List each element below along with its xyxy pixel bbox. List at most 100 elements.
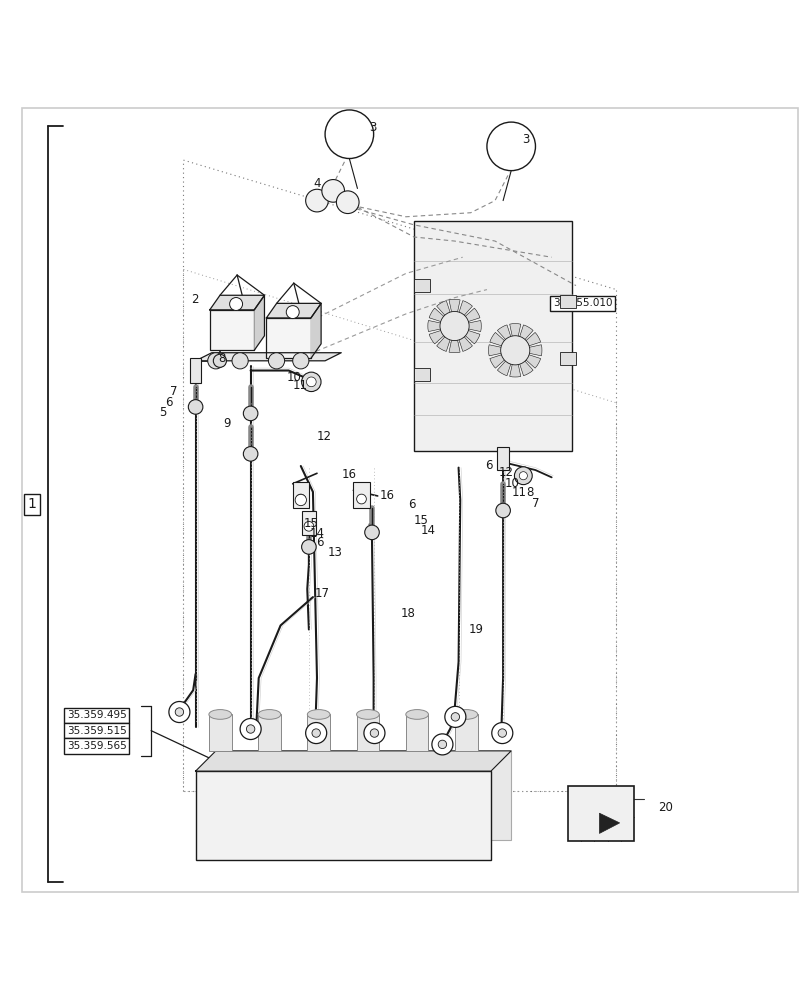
Circle shape bbox=[292, 353, 308, 369]
Wedge shape bbox=[436, 326, 454, 351]
Text: 11: 11 bbox=[292, 379, 307, 392]
Text: 10: 10 bbox=[286, 371, 301, 384]
Ellipse shape bbox=[307, 710, 329, 719]
Text: 6: 6 bbox=[165, 396, 172, 409]
Circle shape bbox=[451, 713, 459, 721]
Text: 16: 16 bbox=[380, 489, 395, 502]
Text: 18: 18 bbox=[401, 607, 415, 620]
Circle shape bbox=[306, 377, 315, 387]
FancyBboxPatch shape bbox=[195, 771, 491, 860]
Circle shape bbox=[487, 122, 534, 171]
Circle shape bbox=[230, 298, 242, 310]
Text: 13: 13 bbox=[327, 546, 342, 559]
Text: 3: 3 bbox=[369, 121, 376, 134]
FancyBboxPatch shape bbox=[258, 714, 281, 751]
Wedge shape bbox=[515, 325, 533, 350]
Polygon shape bbox=[599, 813, 619, 833]
Polygon shape bbox=[266, 303, 320, 318]
Text: 5: 5 bbox=[159, 406, 166, 419]
Circle shape bbox=[286, 306, 298, 319]
Wedge shape bbox=[515, 350, 533, 376]
FancyBboxPatch shape bbox=[414, 368, 430, 381]
Text: 7: 7 bbox=[169, 385, 177, 398]
Text: 7: 7 bbox=[531, 497, 539, 510]
Text: 6: 6 bbox=[485, 459, 492, 472]
Ellipse shape bbox=[406, 710, 428, 719]
Ellipse shape bbox=[208, 710, 231, 719]
Wedge shape bbox=[454, 326, 472, 351]
Text: 15: 15 bbox=[303, 517, 318, 530]
Text: 35.359.515: 35.359.515 bbox=[67, 726, 127, 736]
Text: 35.359.565: 35.359.565 bbox=[67, 741, 127, 751]
FancyBboxPatch shape bbox=[414, 279, 430, 292]
FancyBboxPatch shape bbox=[266, 318, 311, 358]
Polygon shape bbox=[209, 295, 264, 310]
Wedge shape bbox=[497, 350, 515, 376]
Text: 16: 16 bbox=[341, 468, 356, 481]
Circle shape bbox=[175, 708, 183, 716]
Circle shape bbox=[301, 372, 320, 392]
Circle shape bbox=[240, 718, 261, 740]
Text: 20: 20 bbox=[658, 801, 672, 814]
Circle shape bbox=[370, 729, 378, 737]
Text: 9: 9 bbox=[223, 417, 230, 430]
FancyBboxPatch shape bbox=[559, 352, 575, 365]
Ellipse shape bbox=[454, 710, 477, 719]
Circle shape bbox=[301, 540, 315, 554]
Circle shape bbox=[208, 353, 224, 369]
Wedge shape bbox=[429, 326, 454, 344]
Circle shape bbox=[295, 494, 305, 504]
Text: 19: 19 bbox=[469, 623, 483, 636]
Circle shape bbox=[444, 706, 466, 727]
Circle shape bbox=[356, 494, 366, 504]
FancyBboxPatch shape bbox=[301, 511, 315, 535]
Text: 15: 15 bbox=[414, 514, 428, 527]
Wedge shape bbox=[454, 308, 479, 326]
Text: 3: 3 bbox=[521, 133, 529, 146]
Wedge shape bbox=[509, 324, 520, 350]
Circle shape bbox=[491, 723, 513, 744]
Text: 14: 14 bbox=[309, 527, 324, 540]
Text: 10: 10 bbox=[504, 477, 519, 490]
Wedge shape bbox=[489, 350, 515, 368]
Wedge shape bbox=[429, 308, 454, 326]
Wedge shape bbox=[489, 332, 515, 350]
Circle shape bbox=[243, 406, 258, 421]
Circle shape bbox=[294, 494, 306, 506]
Circle shape bbox=[246, 725, 255, 733]
Text: 35.359.495: 35.359.495 bbox=[67, 710, 127, 720]
Text: 4: 4 bbox=[312, 177, 320, 190]
Circle shape bbox=[232, 353, 248, 369]
Text: 1: 1 bbox=[28, 497, 36, 511]
Wedge shape bbox=[448, 326, 460, 353]
Wedge shape bbox=[515, 350, 540, 368]
Circle shape bbox=[188, 400, 203, 414]
FancyBboxPatch shape bbox=[497, 447, 508, 470]
Circle shape bbox=[438, 740, 446, 749]
Text: 6: 6 bbox=[408, 498, 415, 511]
FancyBboxPatch shape bbox=[209, 310, 254, 350]
Circle shape bbox=[500, 336, 529, 365]
Wedge shape bbox=[509, 350, 520, 377]
Circle shape bbox=[303, 521, 313, 531]
FancyBboxPatch shape bbox=[414, 221, 571, 451]
Circle shape bbox=[431, 734, 453, 755]
Wedge shape bbox=[448, 299, 460, 326]
FancyBboxPatch shape bbox=[356, 714, 379, 751]
FancyBboxPatch shape bbox=[190, 358, 201, 383]
Wedge shape bbox=[515, 332, 540, 350]
Polygon shape bbox=[195, 353, 341, 361]
Polygon shape bbox=[311, 303, 320, 358]
Text: 6: 6 bbox=[315, 536, 324, 549]
Wedge shape bbox=[515, 345, 541, 356]
Text: 8: 8 bbox=[526, 486, 534, 499]
Circle shape bbox=[440, 311, 469, 341]
Text: 11: 11 bbox=[511, 486, 526, 499]
FancyBboxPatch shape bbox=[292, 482, 308, 508]
Circle shape bbox=[321, 180, 344, 202]
Circle shape bbox=[519, 472, 526, 480]
FancyBboxPatch shape bbox=[307, 714, 329, 751]
Polygon shape bbox=[254, 295, 264, 350]
FancyBboxPatch shape bbox=[406, 714, 428, 751]
Circle shape bbox=[305, 723, 326, 744]
